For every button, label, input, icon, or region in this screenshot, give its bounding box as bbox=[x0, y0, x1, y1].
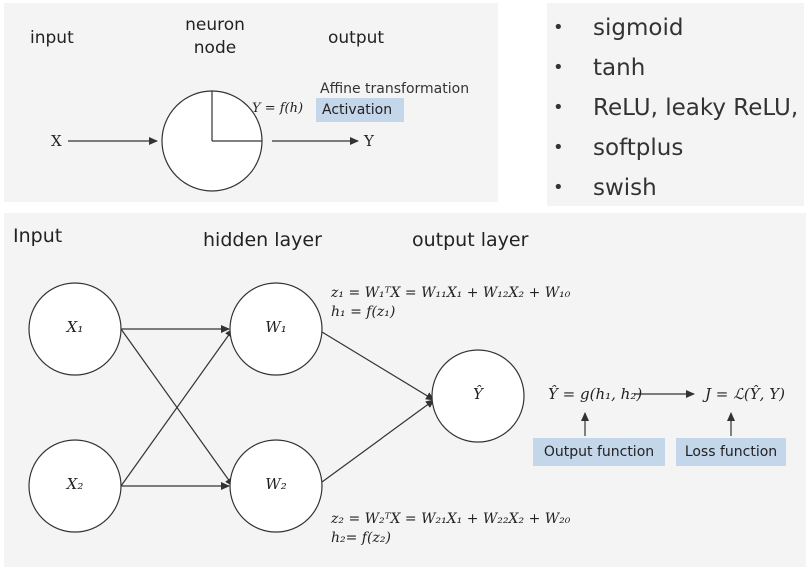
yhat-equation: Ŷ = g(h₁, h₂) bbox=[548, 385, 643, 403]
hidden-layer-title: hidden layer bbox=[203, 229, 322, 251]
node-w2-label: W₂ bbox=[265, 475, 287, 493]
neuron-label-line1: neuron bbox=[185, 15, 245, 35]
h1-equation: h₁ = f(z₁) bbox=[331, 304, 396, 320]
list-item-label: tanh bbox=[593, 55, 646, 81]
network-input-title: Input bbox=[13, 225, 63, 247]
output-label: output bbox=[328, 28, 385, 48]
node-yhat bbox=[431, 349, 525, 443]
bullet-icon: • bbox=[553, 177, 564, 198]
output-layer-title: output layer bbox=[412, 229, 529, 251]
network-panel bbox=[4, 213, 806, 567]
bullet-icon: • bbox=[553, 17, 564, 38]
function-label: Y = f(h) bbox=[252, 101, 304, 116]
edge-x2-w1 bbox=[120, 328, 234, 487]
z1-equation: z₁ = W₁ᵀX = W₁₁X₁ + W₁₂X₂ + W₁₀ bbox=[331, 285, 571, 301]
h2-equation: h₂= f(z₂) bbox=[331, 530, 391, 546]
node-x1-label: X₁ bbox=[66, 318, 84, 336]
bullet-icon: • bbox=[553, 57, 564, 78]
neuron-label-line2: node bbox=[193, 38, 237, 58]
node-w2 bbox=[229, 439, 323, 533]
affine-transformation-label: Affine transformation bbox=[320, 81, 470, 97]
loss-equation: J = ℒ(Ŷ, Y) bbox=[705, 385, 785, 403]
edge-w1-yhat bbox=[321, 331, 435, 401]
output-function-label: Output function bbox=[533, 438, 665, 466]
node-yhat-label: Ŷ bbox=[473, 385, 483, 403]
activation-label: Activation bbox=[316, 98, 404, 122]
list-item-label: softplus bbox=[593, 135, 684, 161]
y-label: Y bbox=[364, 132, 374, 150]
activation-functions-panel bbox=[547, 3, 804, 206]
list-item-label: sigmoid bbox=[593, 15, 684, 41]
neuron-node-label: neuron node bbox=[170, 14, 260, 60]
node-w1 bbox=[229, 282, 323, 376]
bullet-icon: • bbox=[553, 97, 564, 118]
input-label: input bbox=[30, 28, 74, 48]
z2-equation: z₂ = W₂ᵀX = W₂₁X₁ + W₂₂X₂ + W₂₀ bbox=[331, 511, 571, 527]
loss-function-label: Loss function bbox=[676, 438, 786, 466]
node-x2-label: X₂ bbox=[66, 475, 84, 493]
node-x2 bbox=[28, 439, 122, 533]
list-item-label: swish bbox=[593, 175, 657, 201]
x-label: X bbox=[51, 132, 62, 150]
edge-w2-yhat bbox=[321, 399, 435, 483]
node-x1 bbox=[28, 282, 122, 376]
node-w1-label: W₁ bbox=[265, 318, 287, 336]
bullet-icon: • bbox=[553, 137, 564, 158]
list-item-label: ReLU, leaky ReLU, bbox=[593, 95, 799, 121]
